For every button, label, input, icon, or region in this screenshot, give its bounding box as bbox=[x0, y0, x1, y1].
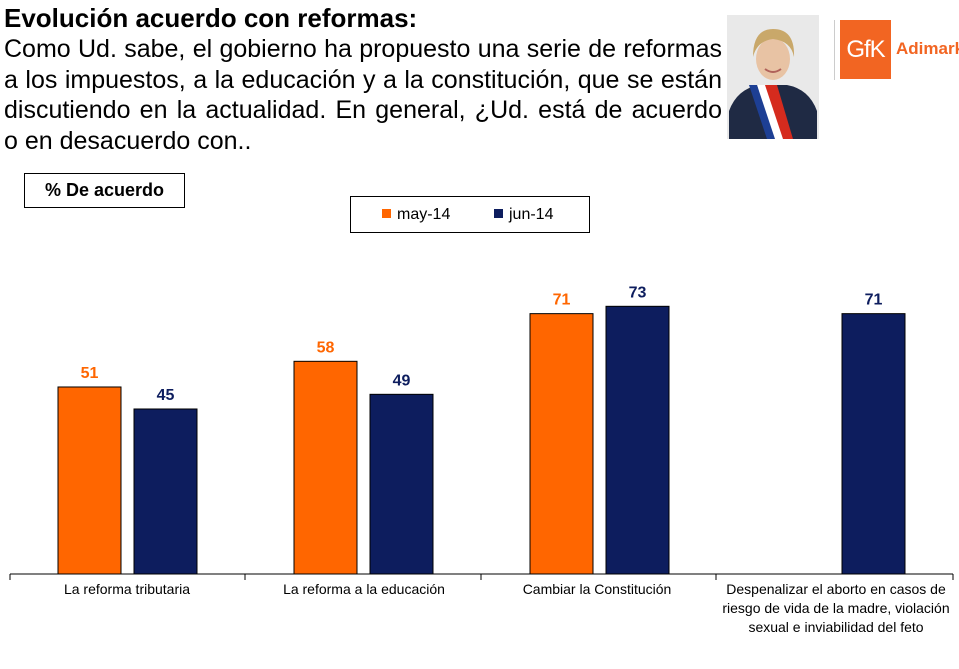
gfk-logo: GfK bbox=[840, 20, 891, 79]
category-label-educacion: La reforma a la educación bbox=[283, 581, 445, 597]
bar-jun-educacion bbox=[369, 393, 434, 575]
adimark-logo-text: Adimark bbox=[896, 39, 959, 58]
legend-swatch-jun bbox=[494, 209, 503, 219]
president-photo bbox=[727, 15, 819, 139]
data-label-jun-educacion: 49 bbox=[393, 372, 411, 389]
data-label-jun-aborto: 71 bbox=[865, 292, 883, 309]
bar-jun-constitucion bbox=[605, 305, 670, 575]
y-axis-label: % De acuerdo bbox=[24, 173, 185, 208]
data-label-may-educacion: 58 bbox=[317, 339, 335, 356]
legend-item-jun: jun-14 bbox=[494, 197, 553, 232]
category-label-constitucion: Cambiar la Constitución bbox=[522, 581, 672, 597]
portrait-illustration bbox=[727, 15, 819, 139]
category-label-aborto: Despenalizar el aborto en casos de riesg… bbox=[722, 581, 950, 635]
bar-may-educacion bbox=[293, 360, 358, 575]
survey-question: Como Ud. sabe, el gobierno ha propuesto … bbox=[4, 35, 722, 155]
legend-swatch-may bbox=[382, 209, 391, 219]
bar-may-tributaria bbox=[57, 386, 122, 575]
legend-label-may: may-14 bbox=[397, 206, 451, 223]
logo-divider bbox=[834, 20, 835, 80]
bar-may-constitucion bbox=[529, 313, 594, 575]
legend-label-jun: jun-14 bbox=[509, 206, 554, 223]
data-label-jun-tributaria: 45 bbox=[157, 387, 175, 404]
legend: may-14 jun-14 bbox=[350, 196, 590, 233]
bar-jun-aborto bbox=[841, 313, 906, 575]
data-label-may-tributaria: 51 bbox=[81, 365, 99, 382]
bar-jun-tributaria bbox=[133, 408, 198, 575]
page-title: Evolución acuerdo con reformas: bbox=[4, 3, 418, 33]
data-label-may-constitucion: 71 bbox=[553, 292, 571, 309]
data-label-jun-constitucion: 73 bbox=[629, 284, 647, 301]
category-label-tributaria: La reforma tributaria bbox=[63, 581, 191, 597]
legend-item-may: may-14 bbox=[382, 197, 450, 232]
